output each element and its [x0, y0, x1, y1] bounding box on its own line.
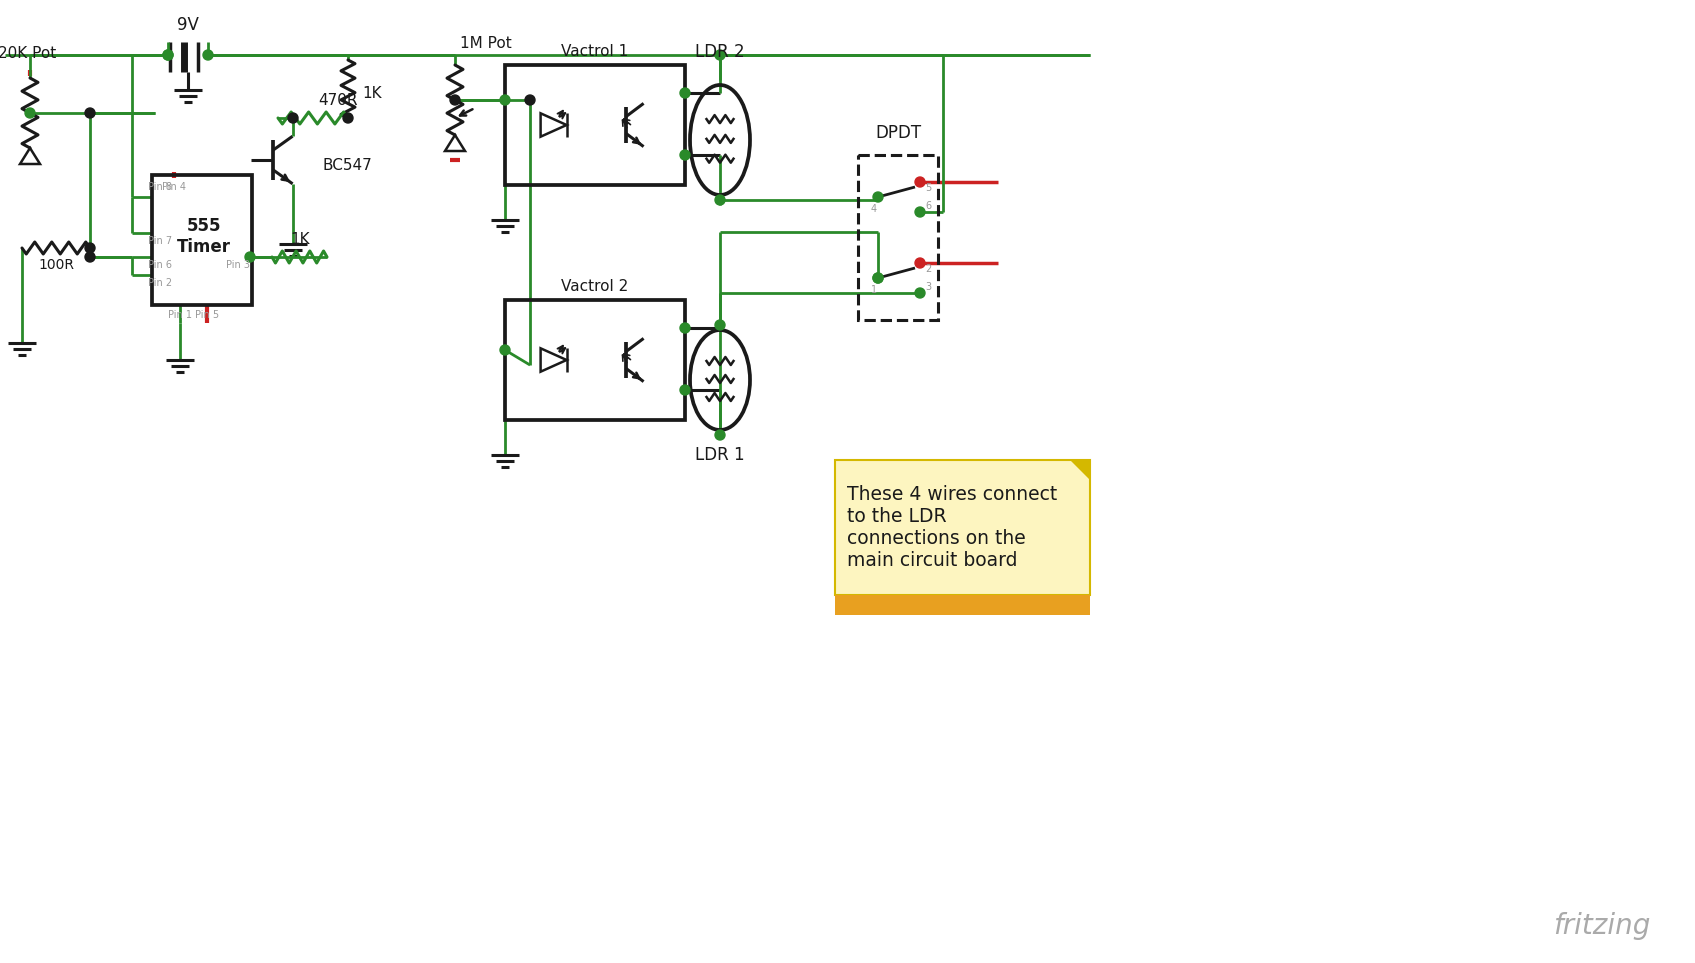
Text: 1: 1: [871, 285, 876, 295]
Text: Pin 2: Pin 2: [147, 278, 173, 288]
Polygon shape: [1070, 460, 1090, 480]
Text: 20K Pot: 20K Pot: [0, 45, 56, 61]
Circle shape: [915, 288, 925, 298]
Bar: [505, 65, 685, 185]
Text: Pin 6: Pin 6: [147, 260, 171, 270]
Circle shape: [680, 385, 690, 395]
Text: 3: 3: [925, 282, 931, 292]
Bar: [153, 175, 253, 305]
Circle shape: [163, 50, 173, 60]
Text: Pin 3: Pin 3: [225, 260, 249, 270]
Text: LDR 2: LDR 2: [695, 43, 744, 61]
Text: These 4 wires connect
to the LDR
connections on the
main circuit board: These 4 wires connect to the LDR connect…: [848, 485, 1058, 570]
Circle shape: [680, 323, 690, 333]
Circle shape: [915, 207, 925, 217]
Text: Vactrol 2: Vactrol 2: [561, 278, 629, 294]
Text: 1K: 1K: [363, 86, 381, 100]
Text: 1M Pot: 1M Pot: [459, 36, 512, 50]
Text: 100R: 100R: [37, 258, 75, 272]
Circle shape: [680, 88, 690, 98]
Circle shape: [85, 243, 95, 253]
Circle shape: [246, 252, 254, 262]
Bar: [505, 300, 685, 420]
Circle shape: [715, 320, 725, 330]
Circle shape: [500, 95, 510, 105]
Text: 4: 4: [871, 204, 876, 214]
Circle shape: [203, 50, 214, 60]
Circle shape: [288, 113, 298, 123]
Text: LDR 1: LDR 1: [695, 446, 744, 464]
Circle shape: [915, 177, 925, 187]
Text: 9V: 9V: [176, 16, 198, 34]
Circle shape: [715, 195, 725, 205]
Text: 555
Timer: 555 Timer: [176, 217, 231, 255]
Bar: [858, 155, 937, 320]
Text: fritzing: fritzing: [1553, 912, 1649, 940]
Text: 470R: 470R: [319, 92, 358, 108]
Circle shape: [525, 95, 536, 105]
Circle shape: [342, 113, 353, 123]
Text: 6: 6: [925, 201, 931, 211]
Circle shape: [85, 252, 95, 262]
Circle shape: [449, 95, 459, 105]
Circle shape: [915, 258, 925, 268]
Bar: [836, 460, 1090, 595]
Circle shape: [715, 50, 725, 60]
Circle shape: [715, 430, 725, 440]
Text: 5: 5: [925, 183, 931, 193]
Circle shape: [500, 345, 510, 355]
Text: 2: 2: [925, 264, 931, 274]
Circle shape: [873, 273, 883, 283]
Circle shape: [163, 50, 173, 60]
Text: Pin 5: Pin 5: [195, 310, 219, 320]
Text: Pin 1: Pin 1: [168, 310, 192, 320]
Text: DPDT: DPDT: [875, 124, 920, 142]
Circle shape: [873, 192, 883, 202]
Bar: [836, 595, 1090, 615]
Text: 1K: 1K: [290, 231, 310, 247]
Circle shape: [873, 273, 883, 283]
Text: Pin 7: Pin 7: [147, 236, 173, 246]
Circle shape: [25, 108, 36, 118]
Text: Pin 8: Pin 8: [147, 182, 171, 192]
Text: Pin 4: Pin 4: [163, 182, 186, 192]
Circle shape: [85, 108, 95, 118]
Circle shape: [680, 150, 690, 160]
Text: Vactrol 1: Vactrol 1: [561, 43, 629, 59]
Text: BC547: BC547: [324, 158, 373, 172]
